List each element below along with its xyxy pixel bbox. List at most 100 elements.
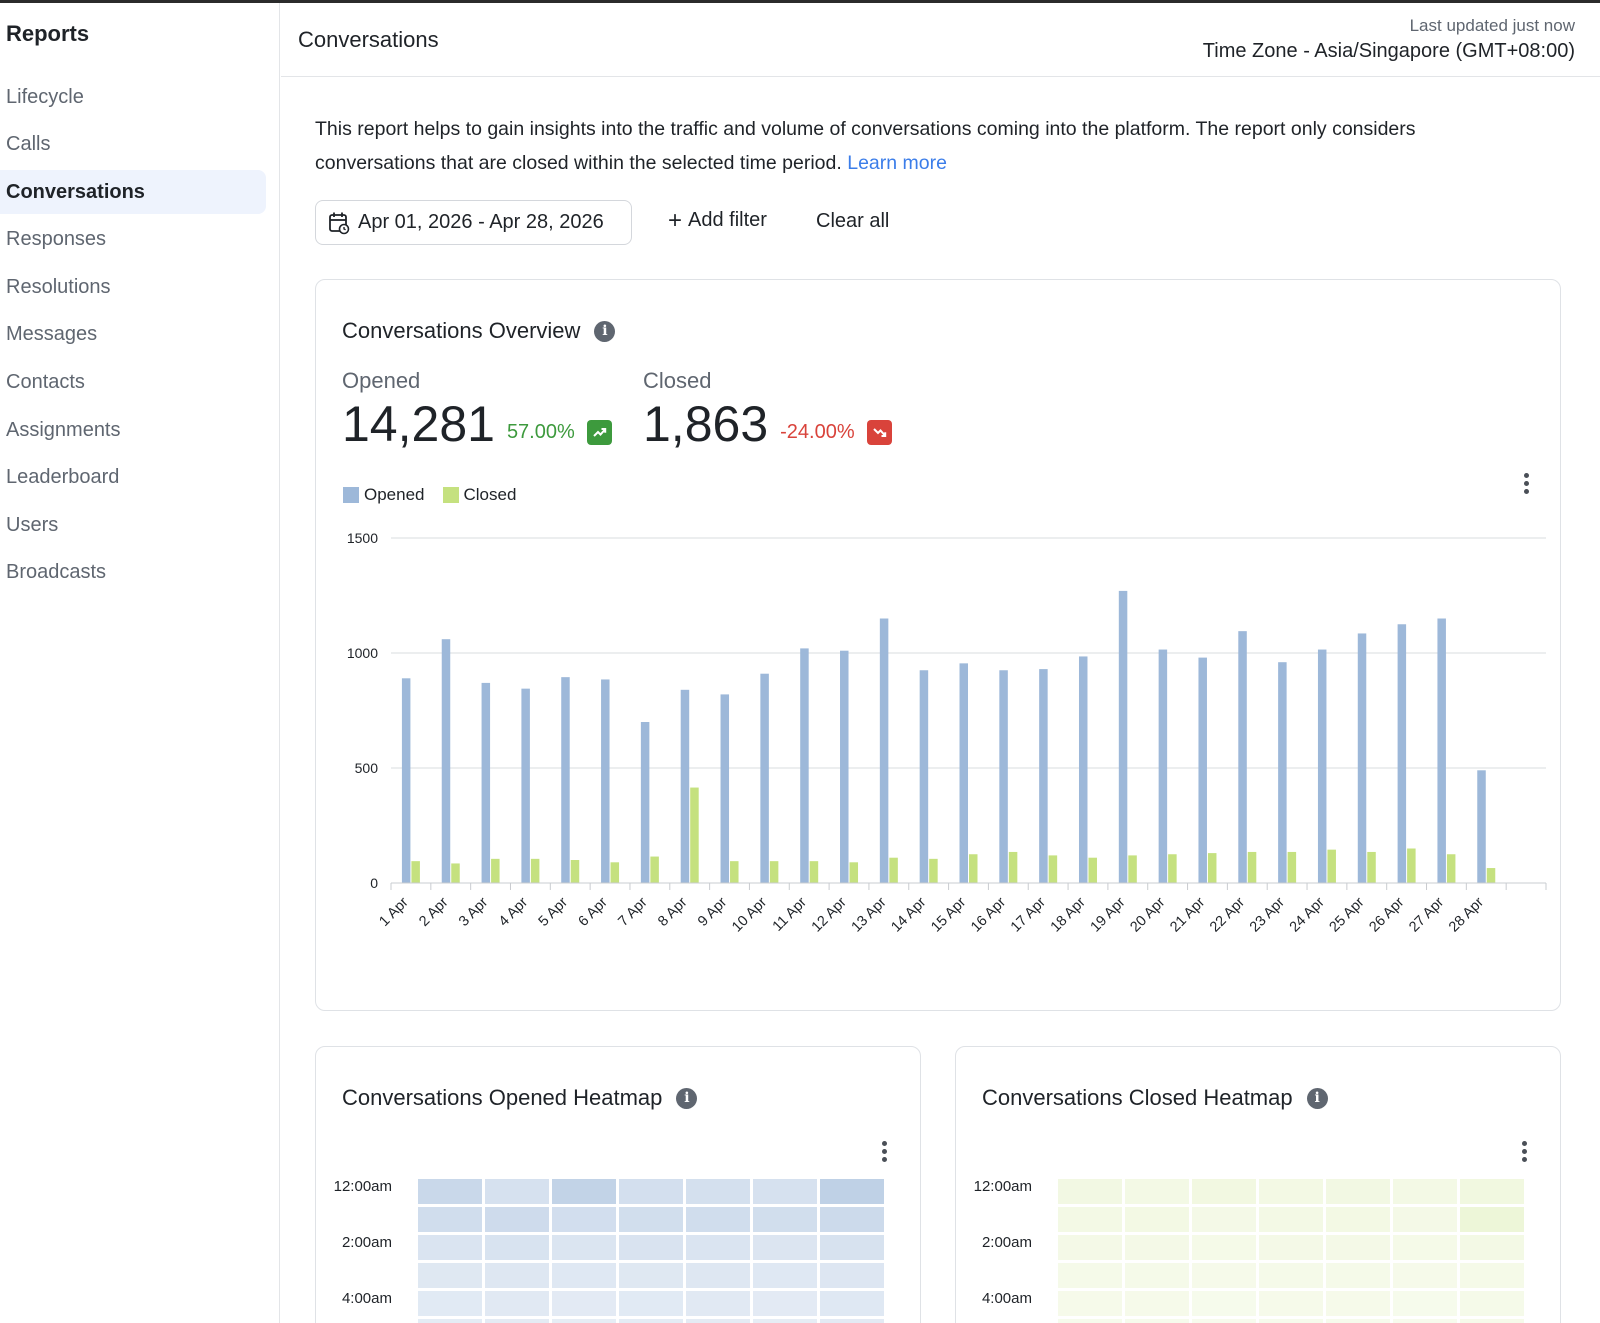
heatmap-cell[interactable]	[619, 1207, 683, 1232]
heatmap-cell[interactable]	[485, 1291, 549, 1316]
heatmap-cell[interactable]	[418, 1207, 482, 1232]
heatmap-cell[interactable]	[1393, 1291, 1457, 1316]
heatmap-cell[interactable]	[619, 1235, 683, 1260]
sidebar-item-leaderboard[interactable]: Leaderboard	[6, 466, 120, 489]
heatmap-cell[interactable]	[820, 1235, 884, 1260]
heatmap-cell[interactable]	[485, 1263, 549, 1288]
heatmap-cell[interactable]	[1192, 1319, 1256, 1323]
heatmap-cell[interactable]	[552, 1319, 616, 1323]
heatmap-cell[interactable]	[418, 1319, 482, 1323]
heatmap-cell[interactable]	[1326, 1235, 1390, 1260]
heatmap-cell[interactable]	[1460, 1291, 1524, 1316]
heatmap-cell[interactable]	[1326, 1207, 1390, 1232]
heatmap-cell[interactable]	[552, 1207, 616, 1232]
heatmap-cell[interactable]	[485, 1207, 549, 1232]
heatmap-cell[interactable]	[1058, 1319, 1122, 1323]
heatmap-cell[interactable]	[753, 1263, 817, 1288]
heatmap-cell[interactable]	[1259, 1291, 1323, 1316]
heatmap-cell[interactable]	[1460, 1263, 1524, 1288]
heatmap-cell[interactable]	[552, 1235, 616, 1260]
heatmap-cell[interactable]	[1393, 1207, 1457, 1232]
heatmap-cell[interactable]	[1460, 1179, 1524, 1204]
heatmap-cell[interactable]	[1192, 1179, 1256, 1204]
heatmap-cell[interactable]	[485, 1179, 549, 1204]
heatmap-cell[interactable]	[1125, 1235, 1189, 1260]
heatmap-cell[interactable]	[1192, 1207, 1256, 1232]
heatmap-cell[interactable]	[1259, 1235, 1323, 1260]
sidebar-item-users[interactable]: Users	[6, 513, 59, 536]
sidebar-item-assignments[interactable]: Assignments	[6, 418, 121, 441]
heatmap-cell[interactable]	[418, 1291, 482, 1316]
heatmap-cell[interactable]	[1259, 1263, 1323, 1288]
heatmap-cell[interactable]	[1125, 1319, 1189, 1323]
heatmap-cell[interactable]	[619, 1179, 683, 1204]
heatmap-cell[interactable]	[619, 1319, 683, 1323]
sidebar-item-resolutions[interactable]: Resolutions	[6, 275, 111, 298]
heatmap-cell[interactable]	[1125, 1263, 1189, 1288]
heatmap-cell[interactable]	[485, 1235, 549, 1260]
sidebar-item-contacts[interactable]: Contacts	[6, 371, 85, 394]
learn-more-link[interactable]: Learn more	[847, 152, 947, 174]
heatmap-cell[interactable]	[753, 1179, 817, 1204]
legend-item-closed[interactable]: Closed	[442, 485, 516, 505]
heatmap-cell[interactable]	[619, 1291, 683, 1316]
heatmap-cell[interactable]	[418, 1179, 482, 1204]
heatmap-cell[interactable]	[1259, 1207, 1323, 1232]
heatmap-cell[interactable]	[753, 1207, 817, 1232]
heatmap-cell[interactable]	[619, 1263, 683, 1288]
heatmap-cell[interactable]	[418, 1235, 482, 1260]
add-filter-button[interactable]: + Add filter	[668, 208, 767, 232]
heatmap-cell[interactable]	[820, 1291, 884, 1316]
heatmap-cell[interactable]	[820, 1207, 884, 1232]
heatmap-cell[interactable]	[1192, 1263, 1256, 1288]
sidebar-item-conversations[interactable]: Conversations	[0, 170, 266, 215]
heatmap-cell[interactable]	[753, 1319, 817, 1323]
heatmap-cell[interactable]	[1460, 1319, 1524, 1323]
legend-item-opened[interactable]: Opened	[343, 485, 425, 505]
heatmap-cell[interactable]	[1326, 1291, 1390, 1316]
sidebar-item-calls[interactable]: Calls	[6, 133, 51, 156]
heatmap-cell[interactable]	[1460, 1207, 1524, 1232]
heatmap-cell[interactable]	[1125, 1291, 1189, 1316]
heatmap-cell[interactable]	[1326, 1179, 1390, 1204]
heatmap-cell[interactable]	[1058, 1235, 1122, 1260]
heatmap-cell[interactable]	[753, 1235, 817, 1260]
heatmap-cell[interactable]	[485, 1319, 549, 1323]
heatmap-cell[interactable]	[1058, 1263, 1122, 1288]
heatmap-cell[interactable]	[686, 1291, 750, 1316]
heatmap-cell[interactable]	[1393, 1263, 1457, 1288]
sidebar-item-responses[interactable]: Responses	[6, 228, 107, 251]
heatmap-cell[interactable]	[1393, 1179, 1457, 1204]
heatmap-cell[interactable]	[1259, 1179, 1323, 1204]
heatmap-cell[interactable]	[1393, 1319, 1457, 1323]
heatmap-cell[interactable]	[1259, 1319, 1323, 1323]
info-icon[interactable]: i	[1306, 1087, 1328, 1109]
heatmap-cell[interactable]	[1125, 1207, 1189, 1232]
info-icon[interactable]: i	[594, 320, 616, 342]
heatmap-cell[interactable]	[686, 1263, 750, 1288]
clear-all-button[interactable]: Clear all	[816, 210, 890, 232]
heatmap-cell[interactable]	[686, 1207, 750, 1232]
heatmap-cell[interactable]	[1125, 1179, 1189, 1204]
heatmap-cell[interactable]	[1058, 1207, 1122, 1232]
chart-menu-kebab-icon[interactable]	[1516, 471, 1536, 495]
heatmap-cell[interactable]	[552, 1291, 616, 1316]
sidebar-item-broadcasts[interactable]: Broadcasts	[6, 561, 107, 584]
heatmap-cell[interactable]	[1326, 1319, 1390, 1323]
heatmap-cell[interactable]	[753, 1291, 817, 1316]
sidebar-item-messages[interactable]: Messages	[6, 323, 98, 346]
heatmap-cell[interactable]	[1058, 1179, 1122, 1204]
heatmap-cell[interactable]	[418, 1263, 482, 1288]
heatmap-cell[interactable]	[820, 1319, 884, 1323]
date-range-picker[interactable]: Apr 01, 2026 - Apr 28, 2026	[315, 200, 632, 245]
heatmap-cell[interactable]	[820, 1179, 884, 1204]
sidebar-item-lifecycle[interactable]: Lifecycle	[6, 85, 84, 108]
heatmap-cell[interactable]	[552, 1263, 616, 1288]
heatmap-cell[interactable]	[552, 1179, 616, 1204]
info-icon[interactable]: i	[676, 1087, 698, 1109]
heatmap-cell[interactable]	[820, 1263, 884, 1288]
heatmap-cell[interactable]	[1393, 1235, 1457, 1260]
heatmap-cell[interactable]	[1192, 1235, 1256, 1260]
heatmap-cell[interactable]	[686, 1319, 750, 1323]
opened-heatmap-kebab-icon[interactable]	[874, 1139, 894, 1163]
